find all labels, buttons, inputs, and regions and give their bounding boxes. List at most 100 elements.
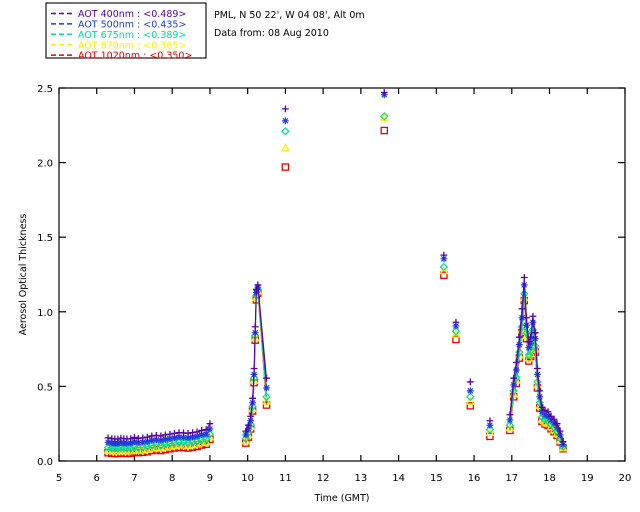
series-aot-675nm <box>103 112 568 453</box>
marker-diamond <box>466 392 475 402</box>
x-tick-label: 15 <box>430 473 443 484</box>
marker-asterisk <box>529 318 537 326</box>
marker-plus <box>282 105 289 113</box>
marker-plus <box>189 429 196 437</box>
marker-plus <box>553 420 561 428</box>
x-tick-label: 9 <box>207 473 213 484</box>
marker-diamond <box>509 386 518 396</box>
legend-label-2: AOT 675nm : <0.389> <box>78 30 186 41</box>
marker-asterisk <box>134 439 142 446</box>
marker-diamond <box>439 262 449 272</box>
marker-plus <box>114 435 122 443</box>
marker-asterisk <box>515 341 523 349</box>
marker-diamond <box>451 326 461 336</box>
marker-plus <box>250 365 258 372</box>
legend-label-1: AOT 500nm : <0.435> <box>78 20 186 31</box>
series-aot-400nm <box>104 89 567 446</box>
marker-diamond <box>520 289 529 299</box>
marker-plus <box>534 365 541 372</box>
marker-plus <box>506 411 514 419</box>
marker-square <box>262 401 271 409</box>
marker-plus <box>486 417 494 425</box>
marker-plus <box>466 378 474 386</box>
marker-plus <box>544 408 552 416</box>
x-tick-label: 10 <box>241 473 254 484</box>
marker-asterisk <box>538 408 546 416</box>
marker-asterisk <box>512 366 520 374</box>
marker-plus <box>536 387 544 395</box>
marker-diamond <box>113 444 123 453</box>
y-tick-label: 2.5 <box>37 84 53 95</box>
marker-diamond <box>535 398 544 408</box>
legend-box <box>45 2 207 59</box>
marker-plus <box>538 403 546 411</box>
marker-asterisk <box>556 431 564 439</box>
marker-plus <box>242 427 250 435</box>
marker-plus <box>531 329 539 337</box>
marker-asterisk <box>152 436 160 444</box>
marker-diamond <box>505 420 515 430</box>
marker-asterisk <box>166 435 174 443</box>
marker-asterisk <box>486 421 494 429</box>
x-axis-label: Time (GMT) <box>313 493 369 504</box>
plot-frame <box>58 87 626 462</box>
marker-asterisk <box>247 417 255 425</box>
x-tick-label: 16 <box>468 473 481 484</box>
marker-diamond <box>558 442 568 452</box>
marker-plus <box>143 433 151 441</box>
marker-plus <box>206 420 214 428</box>
marker-asterisk <box>189 433 196 441</box>
marker-asterisk <box>193 432 201 440</box>
chart-subtitle: Data from: 08 Aug 2010 <box>214 28 329 39</box>
x-tick-label: 8 <box>169 473 175 484</box>
marker-triangle <box>465 396 475 405</box>
marker-plus <box>541 406 549 414</box>
marker-plus <box>452 318 460 326</box>
y-tick-label: 0.5 <box>37 382 53 393</box>
marker-asterisk <box>162 435 169 443</box>
marker-triangle <box>280 143 290 152</box>
marker-plus <box>263 374 270 382</box>
marker-asterisk <box>553 424 561 431</box>
x-tick-label: 12 <box>317 473 330 484</box>
legend-label-0: AOT 400nm : <0.489> <box>78 9 186 20</box>
marker-asterisk <box>523 321 530 329</box>
marker-asterisk <box>171 434 178 442</box>
series-aot-500nm <box>104 91 567 448</box>
marker-plus <box>245 421 252 429</box>
marker-asterisk <box>440 255 448 263</box>
x-tick-label: 13 <box>354 473 367 484</box>
marker-asterisk <box>202 430 210 438</box>
marker-plus <box>171 429 178 437</box>
marker-plus <box>184 429 192 437</box>
marker-asterisk <box>518 314 526 322</box>
marker-plus <box>523 314 530 322</box>
legend-label-4: AOT 1020nm : <0.350> <box>78 51 192 62</box>
marker-triangle <box>262 396 271 405</box>
marker-asterisk <box>198 431 206 439</box>
marker-plus <box>166 430 174 438</box>
marker-diamond <box>122 444 132 453</box>
marker-asterisk <box>180 434 187 441</box>
marker-diamond <box>201 434 211 444</box>
marker-asterisk <box>547 416 555 424</box>
marker-asterisk <box>282 117 289 125</box>
marker-plus <box>202 426 210 434</box>
y-tick-label: 2.0 <box>37 159 53 170</box>
marker-diamond <box>110 444 120 453</box>
marker-plus <box>547 412 555 420</box>
marker-plus <box>515 333 523 341</box>
marker-plus <box>380 89 388 96</box>
marker-asterisk <box>242 431 250 439</box>
marker-diamond <box>515 347 524 357</box>
x-tick-label: 19 <box>581 473 594 484</box>
x-tick-label: 7 <box>131 473 137 484</box>
marker-plus <box>131 434 138 441</box>
marker-plus <box>525 338 533 346</box>
marker-square <box>452 335 460 344</box>
marker-asterisk <box>114 439 122 447</box>
marker-plus <box>198 427 206 434</box>
marker-diamond <box>485 425 495 434</box>
